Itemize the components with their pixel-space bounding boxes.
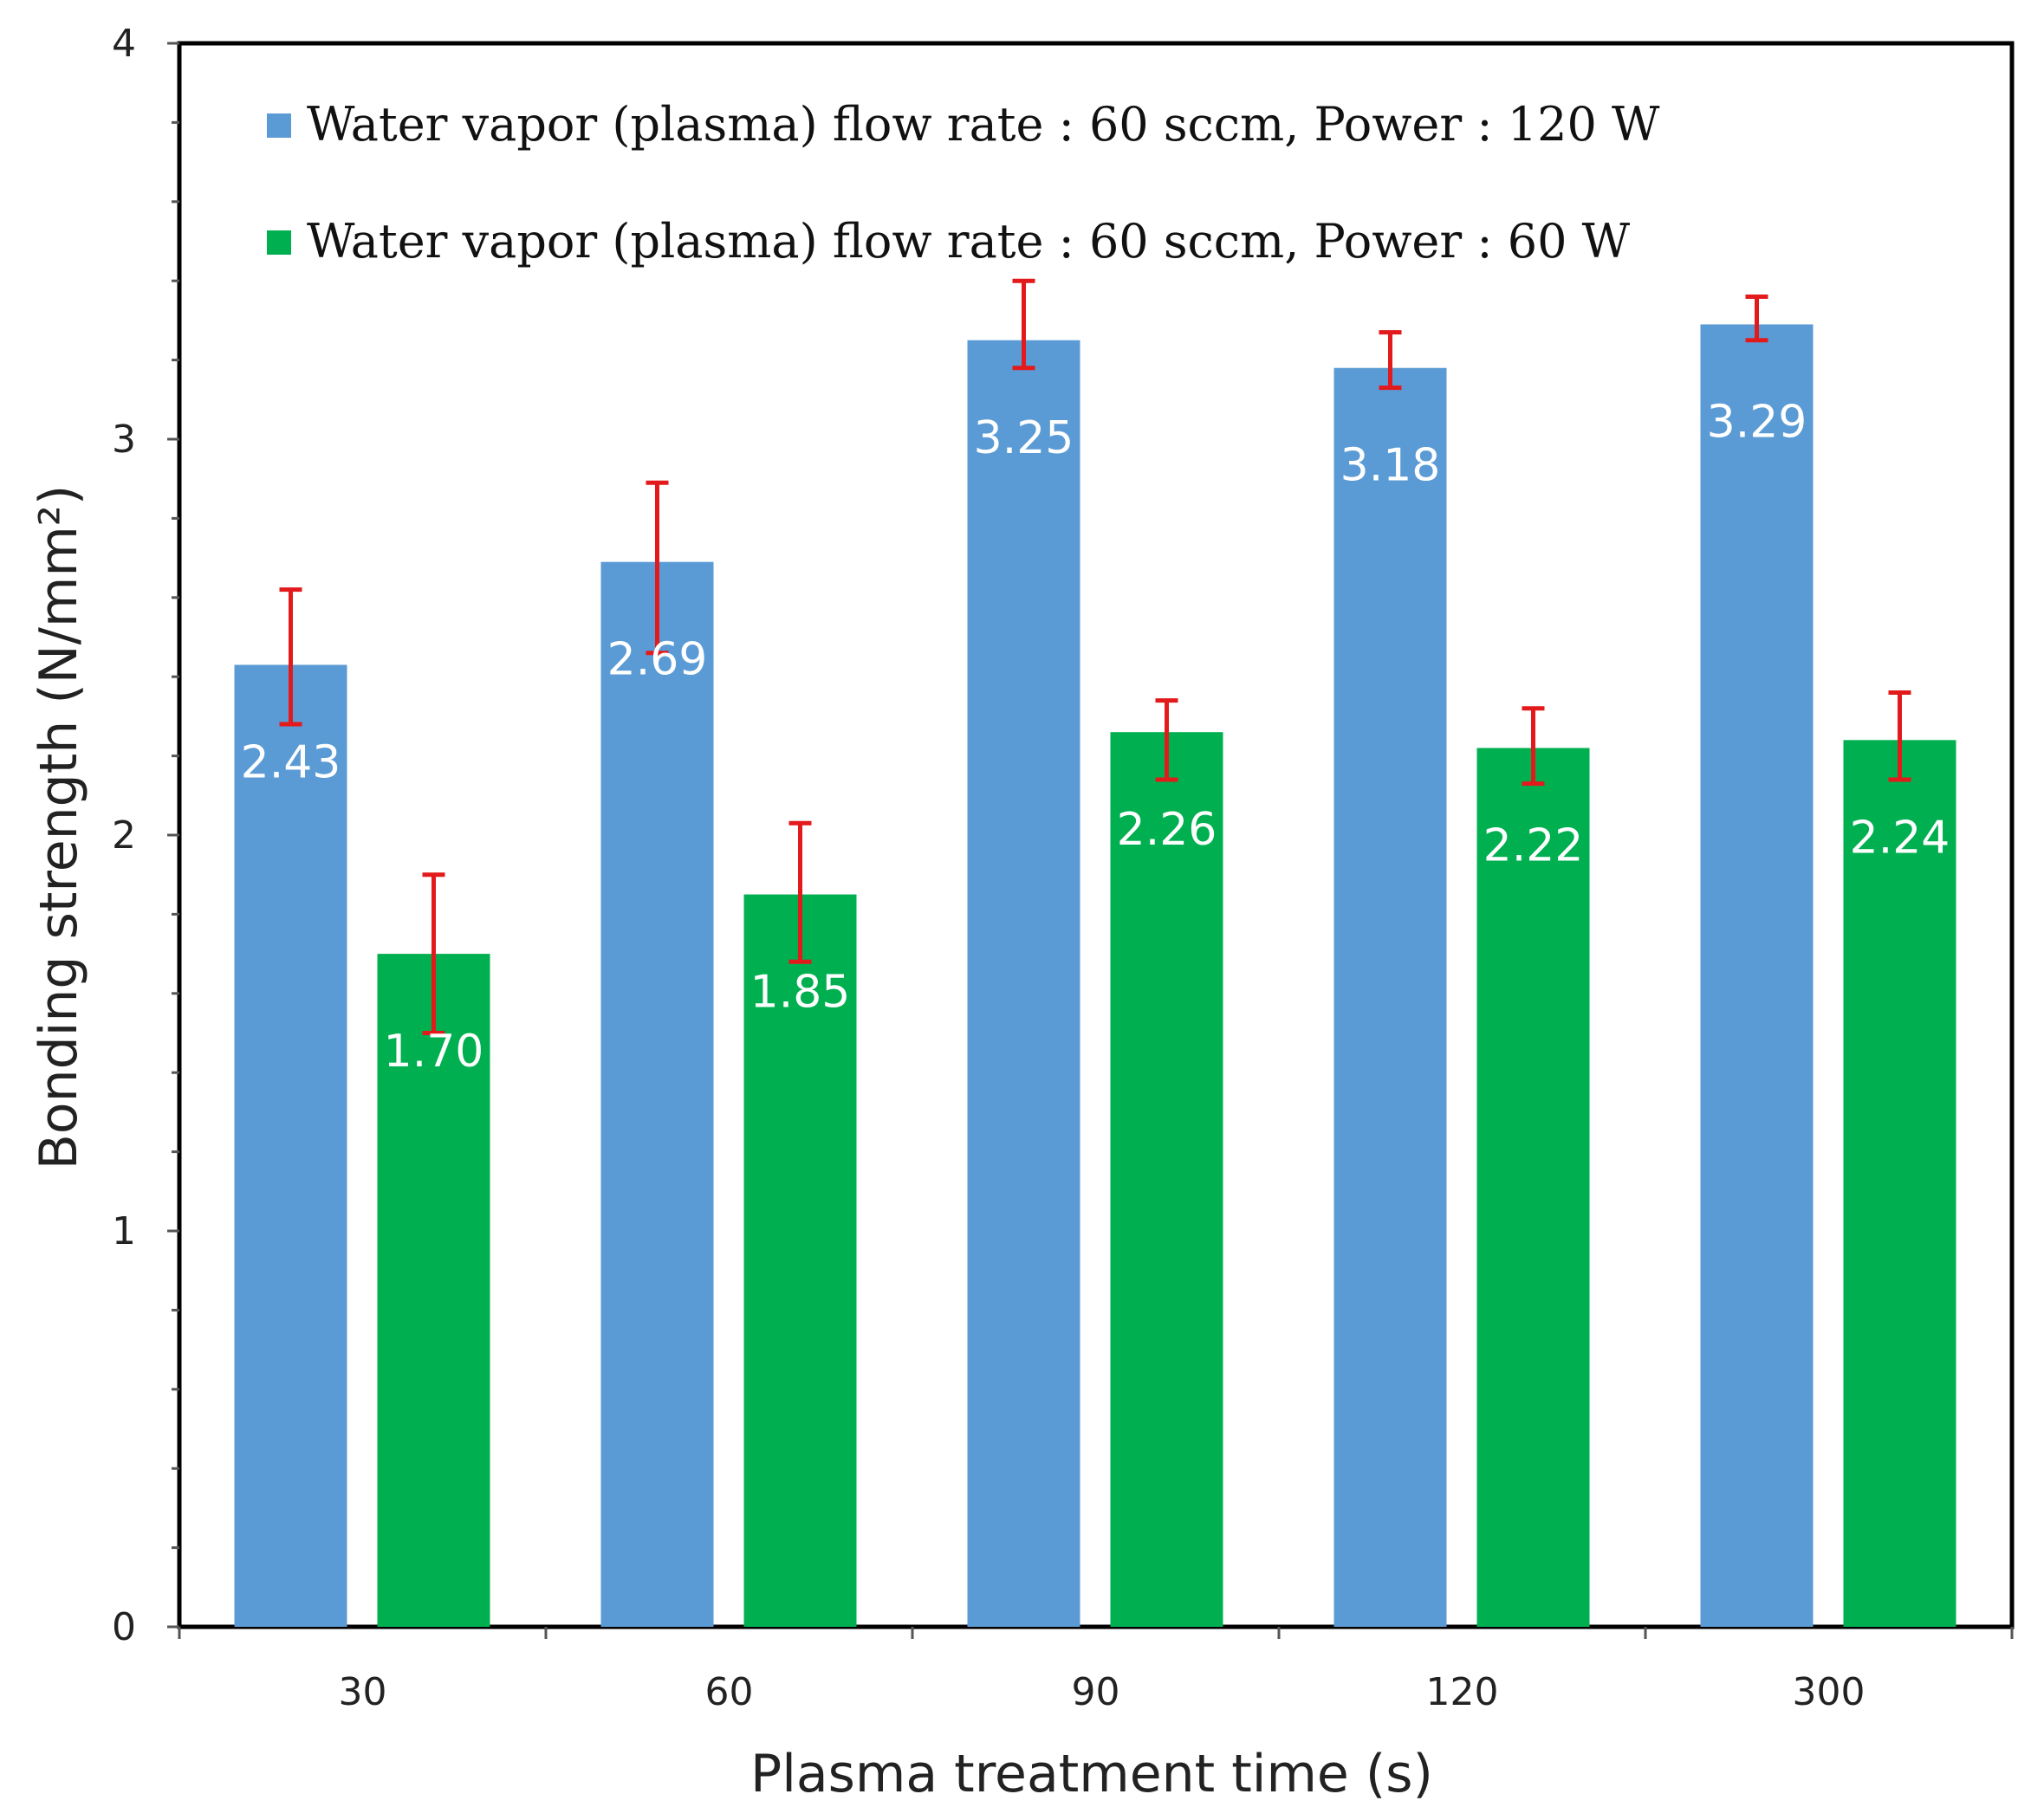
y-tick-label: 2	[112, 813, 136, 858]
legend-swatch-120w	[267, 113, 291, 138]
data-label: 2.69	[607, 634, 708, 686]
y-axis-title: Bonding strength (N/mm²)	[29, 485, 89, 1170]
y-tick-label: 3	[112, 418, 136, 462]
bar-60w	[377, 954, 490, 1627]
bar-120w	[600, 561, 714, 1628]
x-tick-label: 120	[1426, 1670, 1499, 1714]
x-tick-label: 300	[1793, 1670, 1866, 1714]
y-tick-label: 0	[112, 1605, 136, 1649]
data-label: 2.24	[1850, 812, 1950, 864]
legend: Water vapor (plasma) flow rate : 60 sccm…	[267, 97, 1660, 269]
data-label: 3.18	[1340, 440, 1441, 492]
y-tick-label: 4	[112, 22, 136, 66]
x-tick-label: 60	[705, 1670, 754, 1714]
legend-swatch-60w	[267, 230, 291, 255]
y-tick-label: 1	[112, 1209, 136, 1253]
bar-60w	[1476, 748, 1590, 1627]
data-label: 1.85	[750, 967, 851, 1019]
error-bars	[279, 278, 1911, 1035]
bar-120w	[967, 340, 1080, 1627]
legend-label-60w: Water vapor (plasma) flow rate : 60 sccm…	[307, 214, 1631, 269]
data-label: 2.22	[1483, 819, 1584, 871]
bar-120w	[234, 664, 347, 1627]
bar-120w	[1700, 324, 1814, 1628]
data-labels: 2.43 2.69 3.25 3.18 3.29 1.70 1.85 2.26 2.22 2.24	[241, 396, 1950, 1078]
data-label: 1.70	[384, 1026, 484, 1078]
legend-label-120w: Water vapor (plasma) flow rate : 60 sccm…	[307, 97, 1660, 152]
bar-120w	[1333, 367, 1447, 1627]
bars	[234, 324, 1956, 1628]
x-tick-label: 30	[339, 1670, 387, 1714]
bar-60w	[743, 894, 857, 1627]
data-label: 3.25	[974, 412, 1074, 464]
x-axis-title: Plasma treatment time (s)	[750, 1744, 1433, 1804]
bar-60w	[1110, 732, 1223, 1628]
bar-60w	[1843, 740, 1956, 1627]
axes: 0 1 2 3 4 30 60 90 120 300	[112, 22, 2015, 1714]
x-tick-label: 90	[1072, 1670, 1120, 1714]
data-label: 3.29	[1707, 396, 1807, 448]
data-label: 2.43	[241, 736, 341, 788]
data-label: 2.26	[1117, 804, 1217, 856]
